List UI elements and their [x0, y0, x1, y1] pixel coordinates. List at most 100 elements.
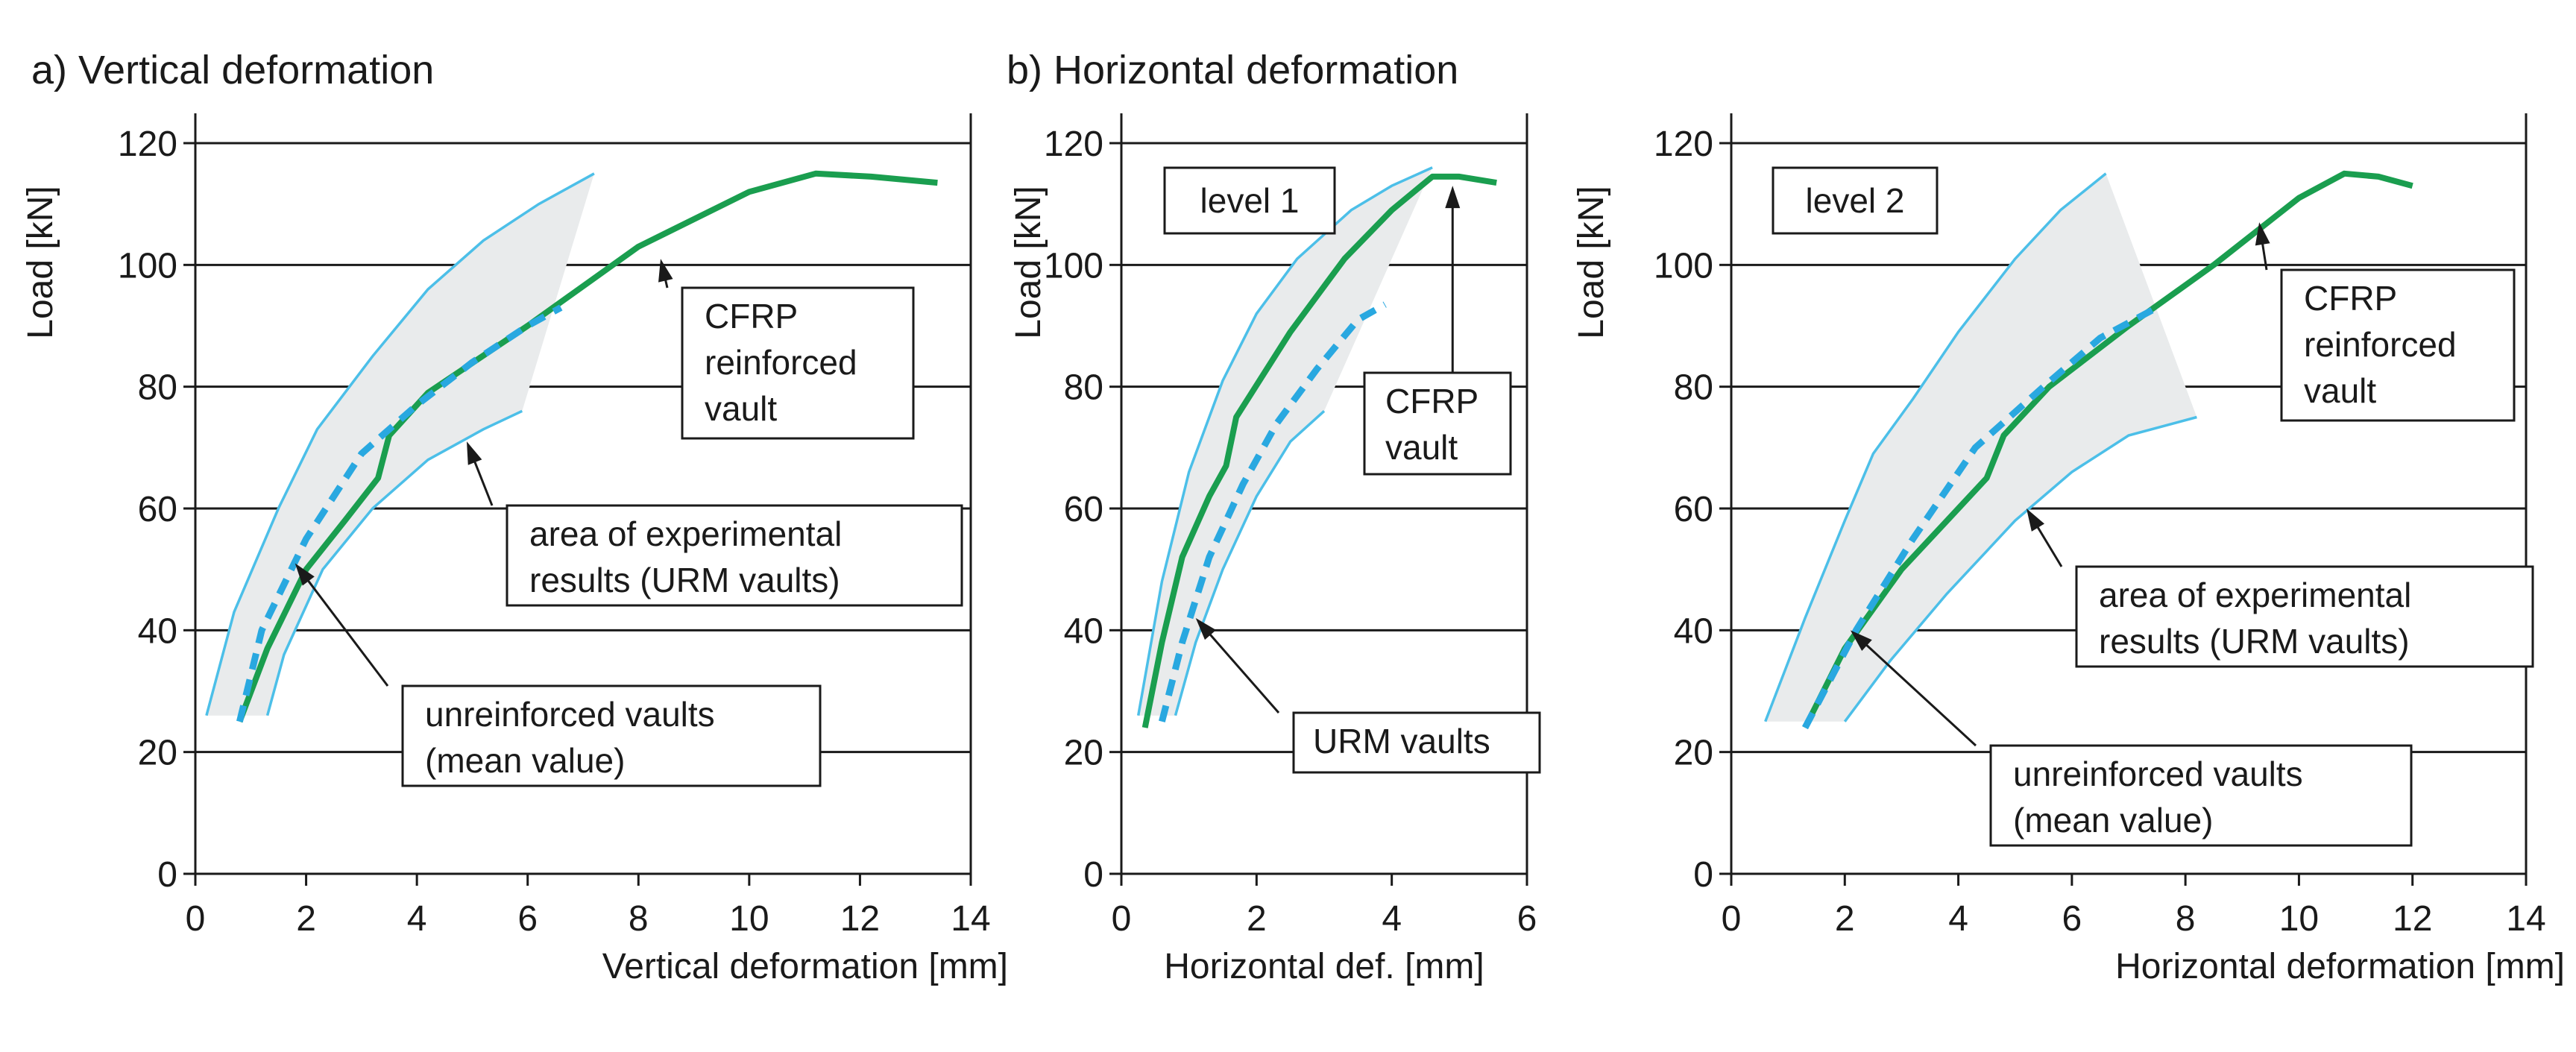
annotation-leader	[1860, 639, 1977, 747]
band-lower-edge	[1174, 410, 1326, 716]
annotation-arrowhead	[2026, 508, 2045, 532]
x-tick-label: 4	[1382, 899, 1402, 939]
band-upper-edge	[1764, 172, 2107, 722]
x-tick-label: 6	[1517, 899, 1537, 939]
annotation-text: CFRP	[705, 297, 798, 336]
x-axis-label: Horizontal def. [mm]	[1164, 947, 1484, 986]
x-tick-label: 12	[2393, 899, 2432, 939]
x-tick-label: 4	[407, 899, 427, 939]
y-tick-label: 0	[1693, 855, 1713, 895]
x-tick-label: 14	[2506, 899, 2545, 939]
annotation-text: area of experimental	[529, 514, 842, 553]
y-tick-label: 40	[1064, 611, 1103, 651]
annotation-arrowhead	[1195, 618, 1217, 640]
experimental-band-area	[206, 173, 594, 716]
x-tick-label: 12	[840, 899, 880, 939]
annotation-leader	[303, 574, 389, 687]
series-urm-mean-line	[1802, 304, 2159, 730]
y-tick-label: 40	[138, 611, 177, 651]
annotation-text: reinforced	[705, 343, 857, 382]
x-axis-label: Horizontal deformation [mm]	[2115, 947, 2565, 986]
annotation-box	[401, 684, 822, 787]
x-tick-label: 4	[1948, 899, 1968, 939]
y-tick-label: 120	[118, 125, 177, 164]
y-tick-label: 80	[138, 368, 177, 408]
x-tick-label: 0	[1112, 899, 1132, 939]
x-tick-label: 10	[2279, 899, 2319, 939]
inset-label: level 1	[1200, 181, 1300, 220]
annotation-arrowhead	[2255, 222, 2270, 246]
chart-horizontal-level-2: 0 2 4 6 8 10 12 14 0 20 40 60 80 100 120 Horizontal def…	[1572, 113, 2565, 986]
inset-label-box	[1163, 166, 1336, 235]
annotation-text: unreinforced vaults	[2013, 755, 2303, 793]
y-tick-label: 80	[1064, 368, 1103, 408]
x-tick-label: 0	[186, 899, 206, 939]
annotation-leader	[470, 455, 494, 506]
y-tick-label: 60	[1674, 490, 1713, 529]
band-lower-edge	[1843, 415, 2197, 722]
x-tick-label: 6	[2062, 899, 2082, 939]
y-tick-label: 0	[1083, 855, 1103, 895]
band-upper-edge	[1136, 166, 1433, 716]
title-b: b) Horizontal deformation	[1007, 48, 1458, 92]
series-urm-mean-line	[236, 304, 563, 722]
y-tick-label: 120	[1044, 125, 1103, 164]
annotation-arrowhead	[1850, 630, 1872, 652]
inset-label: level 2	[1806, 181, 1905, 220]
annotation-text: URM vaults	[1313, 722, 1490, 760]
annotation-arrowhead	[467, 441, 482, 465]
annotation-text: vault	[2304, 371, 2376, 410]
annotation-text: reinforced	[2304, 325, 2457, 364]
annotation-box	[1292, 711, 1541, 774]
annotation-text: unreinforced vaults	[425, 695, 715, 734]
y-tick-label: 120	[1654, 125, 1713, 164]
y-axis-label: Load [kN]	[1572, 186, 1611, 338]
band-upper-edge	[205, 172, 595, 716]
annotation-text: (mean value)	[2013, 801, 2213, 840]
annotation-arrowhead	[658, 259, 673, 283]
series-urm-mean-line	[1159, 301, 1387, 722]
y-tick-label: 40	[1674, 611, 1713, 651]
annotation-text: (mean value)	[425, 741, 625, 780]
annotation-arrowhead	[1445, 186, 1461, 209]
x-tick-label: 8	[629, 899, 649, 939]
y-tick-label: 80	[1674, 368, 1713, 408]
series-cfrp-line	[1141, 173, 1497, 728]
annotation-box	[506, 504, 963, 607]
annotation-text: results (URM vaults)	[529, 561, 840, 599]
annotation-box	[2075, 565, 2534, 668]
annotation-text: area of experimental	[2099, 576, 2411, 614]
series-cfrp-line	[1802, 170, 2413, 729]
x-tick-label: 0	[1722, 899, 1742, 939]
title-a: a) Vertical deformation	[31, 48, 434, 92]
x-axis-label: Vertical deformation [mm]	[602, 947, 1008, 986]
chart-vertical-deformation: 0 2 4 6 8 10 12 14 0 20 40 60 80 100 120 Vertical defor…	[21, 113, 1008, 986]
annotation-text: vault	[705, 389, 777, 428]
x-tick-label: 8	[2176, 899, 2196, 939]
y-tick-label: 0	[157, 855, 177, 895]
x-tick-label: 2	[1247, 899, 1267, 939]
y-tick-label: 20	[138, 734, 177, 773]
y-axis-label: Load [kN]	[1009, 186, 1048, 338]
y-tick-label: 100	[1654, 246, 1713, 286]
annotation-box	[1363, 371, 1512, 476]
y-tick-label: 100	[118, 246, 177, 286]
annotation-text: results (URM vaults)	[2099, 622, 2410, 661]
annotation-text: vault	[1385, 428, 1458, 467]
annotation-box	[1989, 744, 2413, 847]
y-axis-label: Load [kN]	[21, 186, 60, 338]
inset-label-box	[1772, 166, 1939, 235]
y-tick-label: 20	[1064, 734, 1103, 773]
x-tick-label: 2	[296, 899, 316, 939]
x-tick-label: 14	[951, 899, 990, 939]
x-tick-label: 10	[729, 899, 769, 939]
experimental-band-area	[1765, 173, 2197, 722]
annotation-text: CFRP	[2304, 279, 2397, 318]
annotation-arrowhead	[295, 563, 315, 586]
y-tick-label: 20	[1674, 734, 1713, 773]
annotation-leader	[1204, 629, 1280, 714]
x-tick-label: 2	[1835, 899, 1855, 939]
annotation-leader	[2032, 520, 2063, 567]
